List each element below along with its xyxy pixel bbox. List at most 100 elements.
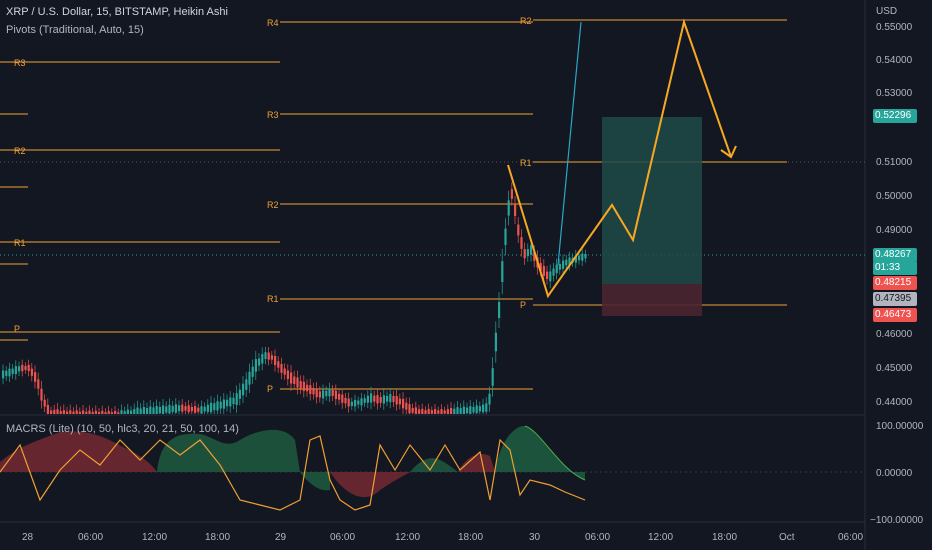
candle-body [405,402,408,410]
candle-body [91,411,94,414]
pivots-day2 [280,21,533,390]
candle-body [350,401,353,406]
candle-body [574,255,577,263]
candle-body [200,406,203,414]
candle-body [222,399,225,409]
pivot-label: R1 [520,158,532,168]
candle-body [565,259,568,266]
pivots-legend[interactable]: Pivots (Traditional, Auto, 15) [6,24,144,36]
candle-body [277,361,280,368]
time-tick: 18:00 [205,532,230,543]
candle-body [229,397,232,407]
stop-zone[interactable] [602,284,702,316]
candle-body [101,410,104,414]
candle-body [174,404,177,413]
indicator-legend[interactable]: MACRS (Lite) (10, 50, hlc3, 20, 21, 50, … [6,423,239,435]
currency-label: USD [876,6,897,17]
candle-body [254,359,257,372]
candle-body [411,407,414,413]
candle-body [370,393,373,403]
candle-body [206,404,209,412]
candle-body [453,408,456,414]
candle-body [72,411,75,414]
candle-body [498,302,501,318]
pivot-label: R4 [267,18,279,28]
candle-body [5,370,8,377]
time-tick: 30 [529,532,541,543]
candle-body [142,407,145,414]
pivot-label: P [520,300,526,310]
candle-body [184,406,187,411]
candle-body [146,408,149,414]
symbol-legend[interactable]: XRP / U.S. Dollar, 15, BITSTAMP, Heikin … [6,6,228,18]
candle-body [203,406,206,412]
candle-body [430,410,433,414]
candle-body [366,395,369,403]
price-axis[interactable]: USD 0.55000 0.54000 0.53000 0.51000 0.50… [876,6,913,408]
candle-body [322,390,325,399]
candle-body [242,383,245,396]
candle-body [421,408,424,414]
candle-body [155,405,158,414]
candle-body [14,366,17,374]
candle-body [392,395,395,402]
candle-body [469,406,472,414]
candle-body [104,412,107,414]
target-zone[interactable] [602,117,702,284]
candle-body [507,200,510,216]
candle-body [149,406,152,414]
candle-body [347,398,350,407]
candle-body [514,204,517,216]
candle-body [389,394,392,403]
time-tick: 06:00 [330,532,355,543]
candle-body [88,410,91,414]
candle-body [158,406,161,414]
current-price-tag: 0.48267 [873,248,917,262]
time-axis[interactable]: 28 06:00 12:00 18:00 29 06:00 12:00 18:0… [22,532,863,543]
candle-body [424,410,427,414]
candle-body [213,403,216,411]
candle-body [50,410,53,414]
candle-body [165,406,168,413]
candle-body [120,410,123,414]
candle-body [299,381,302,389]
candle-body [456,407,459,414]
trend-line[interactable] [557,21,582,266]
candle-body [162,405,165,414]
candle-body [152,407,155,414]
candle-body [344,397,347,404]
candle-body [578,255,581,261]
candle-body [210,402,213,413]
price-tick: 0.50000 [876,191,913,202]
indicator-axis[interactable]: 100.00000 0.00000 −100.00000 [870,421,924,526]
candle-body [338,393,341,400]
candle-body [472,406,475,413]
candle-body [555,264,558,274]
projection-path[interactable] [507,18,732,299]
candle-body [462,406,465,414]
candle-body [133,409,136,414]
time-tick: 18:00 [458,532,483,543]
candle-body [117,412,120,414]
pivot-label: R3 [267,110,279,120]
candle-body [418,409,421,414]
candle-body [82,410,85,414]
candle-body [459,408,462,414]
candle-body [219,401,222,409]
candle-body [395,396,398,405]
candle-body [235,393,238,405]
candle-body [280,364,283,373]
candle-body [357,400,360,405]
candle-body [267,352,270,360]
candle-body [56,409,59,414]
candle-body [530,245,533,255]
price-tick: 0.45000 [876,363,913,374]
candle-body [136,407,139,414]
candle-body [18,366,21,372]
pivot-label: P [14,324,20,334]
candle-body [245,379,248,390]
countdown-label: 01:33 [873,261,917,275]
candle-body [437,410,440,414]
candle-body [197,407,200,412]
